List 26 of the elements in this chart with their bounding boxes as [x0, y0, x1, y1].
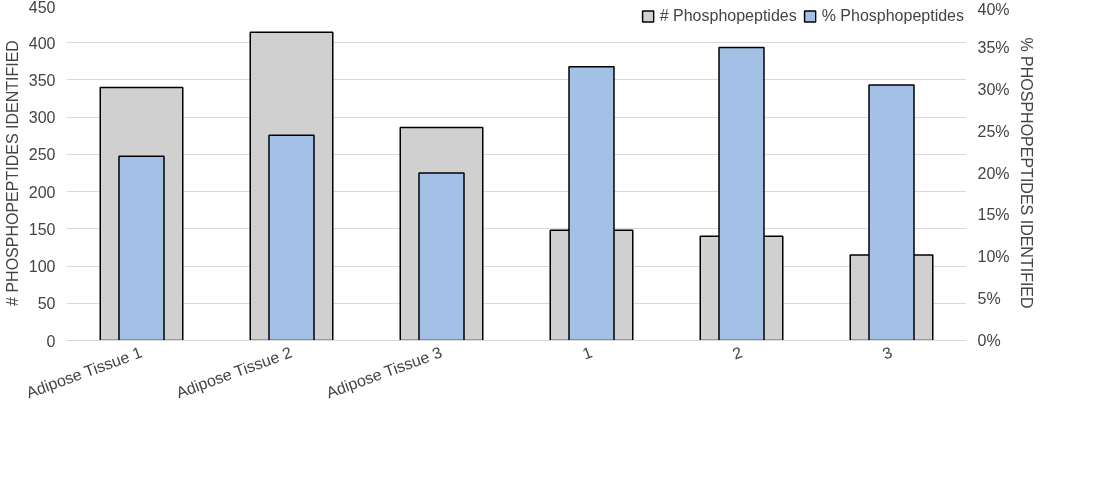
y-tick-label: 50	[37, 295, 56, 313]
y-tick-label: 100	[28, 258, 56, 276]
y2-tick-label: 15%	[977, 206, 1010, 224]
y2-tick-label: 10%	[977, 248, 1010, 266]
y-tick-label: 200	[28, 183, 56, 201]
y-axis-title: # PHOSPHOPEPTIDES IDENTIFIED	[3, 40, 21, 306]
y2-axis-title: % PHOSPHOPEPTIDES IDENTIFIED	[1017, 37, 1035, 309]
y2-tick-label: 35%	[977, 38, 1010, 56]
x-tick-label: 3	[880, 343, 895, 363]
y2-tick-label: 25%	[977, 122, 1010, 140]
y-tick-label: 350	[28, 71, 56, 89]
y2-tick-label: 5%	[977, 290, 1001, 308]
y-tick-label: 450	[28, 0, 56, 16]
legend-label: # Phosphopeptides	[659, 7, 797, 25]
legend-label: % Phosphopeptides	[821, 7, 964, 25]
y-tick-label: 300	[28, 109, 56, 127]
y2-tick-label: 30%	[977, 80, 1010, 98]
y2-tick-label: 20%	[977, 164, 1010, 182]
y-tick-label: 150	[28, 220, 56, 238]
y2-tick-label: 40%	[977, 0, 1010, 18]
x-tick-label: 1	[580, 343, 595, 363]
y-tick-label: 250	[28, 146, 56, 164]
y2-tick-label: 0%	[977, 332, 1001, 349]
y-tick-label: 400	[28, 34, 56, 52]
x-tick-label: 2	[730, 343, 745, 363]
y-tick-label: 0	[46, 332, 56, 350]
